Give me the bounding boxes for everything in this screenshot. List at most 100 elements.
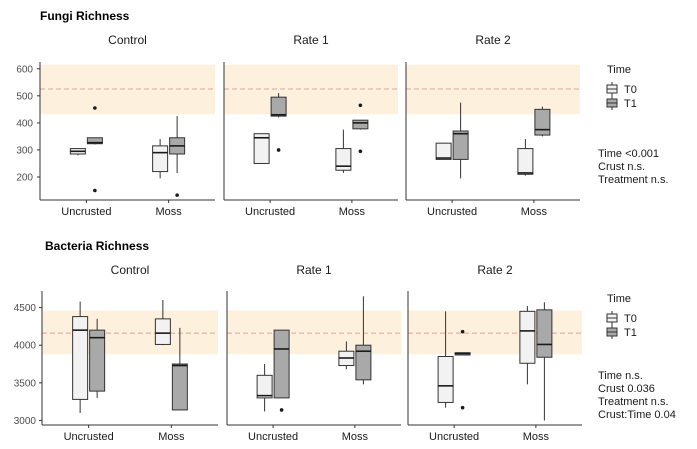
fungi-facet-title: Rate 2: [475, 33, 511, 47]
box-body: [270, 96, 287, 117]
box-body: [435, 142, 452, 160]
bacteria-reference-band: [227, 310, 401, 355]
fungi-x-tick-label: Moss: [521, 206, 548, 218]
bacteria-reference-band: [42, 310, 218, 355]
fungi-facet-title: Control: [108, 33, 147, 47]
fungi-box-uncrusted-t0: [253, 133, 270, 164]
box-body: [273, 329, 290, 399]
box-body: [536, 309, 553, 358]
fungi-x-tick-label: Uncrusted: [61, 206, 111, 218]
fungi-x-tick-label: Moss: [339, 206, 366, 218]
bacteria-chart-title: Bacteria Richness: [45, 239, 149, 253]
box-body: [519, 310, 536, 364]
bacteria-box-uncrusted-t0: [256, 364, 273, 412]
fungi-facet-rate-1: Rate 1 Uncrusted Moss: [223, 33, 398, 218]
bacteria-facet-rate-2: Rate 2 Uncrusted Moss: [407, 263, 582, 443]
stat-line: Time n.s.: [598, 370, 643, 382]
bacteria-x-tick-label: Moss: [158, 431, 185, 443]
outlier-point: [279, 408, 284, 412]
box-body: [335, 148, 352, 171]
stat-line: Treatment n.s.: [598, 396, 669, 408]
box-body: [352, 119, 369, 130]
fungi-box-moss-t1: [352, 103, 369, 154]
fungi-y-tick-label: 200: [16, 173, 33, 184]
bacteria-x-tick-label: Moss: [342, 431, 369, 443]
outlier-point: [358, 103, 363, 108]
bacteria-box-uncrusted-t0: [437, 311, 454, 408]
fungi-x-tick-label: Uncrusted: [427, 206, 477, 218]
legend-label: T1: [624, 98, 637, 110]
box-body: [253, 133, 270, 164]
outlier-point: [358, 149, 363, 154]
outlier-point: [93, 106, 97, 110]
bacteria-box-uncrusted-t0: [72, 301, 89, 413]
box-body: [256, 374, 273, 399]
fungi-box-moss-t1: [534, 106, 551, 137]
bacteria-box-moss-t0: [338, 341, 355, 370]
bacteria-y-tick-label: 4000: [14, 341, 37, 352]
bacteria-facet-rate-1: Rate 1 Uncrusted Moss: [226, 263, 401, 443]
outlier-point: [93, 188, 97, 193]
bacteria-box-moss-t0: [519, 306, 536, 385]
bacteria-box-moss-t0: [154, 300, 171, 346]
fungi-box-uncrusted-t1: [270, 93, 287, 152]
stat-line: Time <0.001: [598, 148, 659, 160]
bacteria-x-tick-label: Uncrusted: [64, 431, 114, 443]
box-body: [86, 137, 103, 145]
outlier-point: [460, 329, 465, 334]
fungi-y-tick-label: 400: [16, 118, 33, 129]
fungi-box-uncrusted-t0: [435, 142, 452, 160]
fungi-box-uncrusted-t0: [69, 148, 86, 156]
bacteria-richness-chart: Bacteria Richness 3000 3500 4000 4500 Contro…: [14, 239, 676, 443]
box-body: [72, 316, 89, 400]
fungi-box-uncrusted-t1: [452, 102, 469, 179]
box-body: [89, 329, 106, 392]
bacteria-y-tick-label: 4500: [14, 303, 37, 314]
fungi-box-moss-t0: [335, 129, 352, 173]
bacteria-facet-title: Control: [111, 263, 150, 277]
bacteria-x-tick-label: Moss: [523, 431, 550, 443]
legend-label: T0: [624, 313, 637, 325]
bacteria-box-moss-t1: [355, 296, 372, 385]
fungi-box-moss-t0: [517, 139, 534, 176]
bacteria-y-tick-label: 3000: [14, 416, 37, 427]
bacteria-box-moss-t1: [171, 327, 188, 411]
stat-line: Crust n.s.: [598, 161, 645, 173]
bacteria-box-uncrusted-t1: [89, 318, 106, 398]
stat-line: Crust 0.036: [598, 383, 655, 395]
legend-label: T0: [624, 84, 637, 96]
fungi-x-tick-label: Moss: [155, 206, 182, 218]
bacteria-facet-control: Control Uncrusted Moss: [41, 263, 218, 443]
box-body: [437, 355, 454, 403]
bacteria-box-moss-t1: [536, 302, 553, 421]
fungi-facet-control: Control Uncrusted Moss: [39, 33, 215, 218]
box-body: [154, 318, 171, 345]
box-body: [517, 148, 534, 175]
box-body: [152, 145, 169, 173]
stat-line: Crust:Time 0.04: [598, 409, 676, 421]
legend-entry-t1: T1: [606, 325, 637, 339]
bacteria-x-tick-label: Uncrusted: [248, 431, 298, 443]
box-body: [452, 130, 469, 160]
legend-label: T1: [624, 327, 637, 339]
bacteria-reference-band: [408, 310, 582, 355]
bacteria-box-uncrusted-t1: [454, 329, 471, 410]
stat-line: Treatment n.s.: [598, 174, 669, 186]
box-body: [171, 363, 188, 411]
bacteria-y-tick-label: 3500: [14, 378, 37, 389]
outlier-point: [175, 193, 179, 197]
legend-title: Time: [607, 64, 631, 76]
fungi-y-tick-label: 300: [16, 145, 33, 156]
fungi-facet-title: Rate 1: [293, 33, 329, 47]
legend-entry-t0: T0: [606, 311, 637, 325]
legend-entry-t0: T0: [606, 82, 637, 96]
box-body: [534, 108, 551, 136]
legend-entry-t1: T1: [606, 96, 637, 110]
fungi-facet-rate-2: Rate 2 Uncrusted Moss: [405, 33, 580, 218]
bacteria-facet-title: Rate 1: [296, 263, 332, 277]
bacteria-facet-title: Rate 2: [477, 263, 513, 277]
fungi-y-tick-label: 600: [16, 64, 33, 75]
